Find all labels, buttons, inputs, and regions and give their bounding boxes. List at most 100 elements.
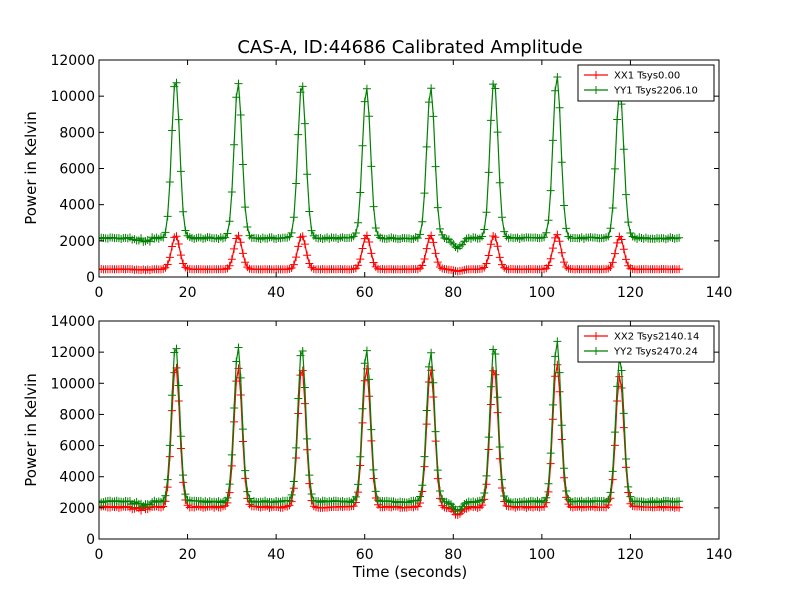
data-point [227, 187, 236, 196]
data-point [553, 337, 562, 346]
data-point [296, 371, 305, 380]
data-point [243, 487, 252, 496]
data-point [548, 136, 557, 145]
data-point [486, 400, 495, 409]
data-point [575, 234, 584, 243]
data-point [367, 425, 376, 434]
data-point [128, 235, 137, 244]
data-point [159, 496, 168, 505]
data-point [608, 467, 617, 476]
data-point [553, 230, 562, 239]
data-point [172, 344, 181, 353]
data-point [606, 263, 615, 272]
data-point [502, 232, 511, 241]
data-point [163, 260, 172, 269]
data-point [486, 116, 495, 125]
y-tick-label: 2000 [59, 501, 95, 517]
data-point [396, 235, 405, 244]
data-point [622, 190, 630, 199]
data-point [557, 435, 566, 444]
data-point [300, 383, 309, 392]
data-point [562, 487, 571, 496]
data-point [495, 443, 504, 452]
data-point [267, 233, 276, 242]
legend-entry: XX1 Tsys0.00 [614, 71, 680, 82]
data-point [544, 261, 553, 270]
data-point [391, 234, 400, 243]
data-point [356, 255, 365, 264]
data-point [626, 492, 635, 501]
x-tick-label: 0 [95, 285, 104, 301]
data-point [163, 483, 172, 492]
data-point [238, 160, 247, 169]
y-tick-label: 4000 [59, 198, 95, 214]
data-point [356, 452, 365, 461]
data-point [232, 93, 241, 102]
data-point [422, 244, 431, 253]
data-point [325, 234, 334, 243]
data-point [431, 427, 440, 436]
data-point [436, 486, 444, 495]
data-point [362, 231, 371, 240]
data-point [482, 471, 491, 480]
data-point [551, 352, 560, 361]
data-point [431, 249, 440, 258]
data-point [608, 203, 617, 212]
data-point [351, 492, 360, 501]
data-point [495, 253, 504, 262]
data-point [236, 373, 245, 382]
data-point [369, 474, 378, 483]
data-point [243, 223, 252, 232]
y-tick-label: 10000 [50, 89, 95, 105]
data-point [356, 188, 365, 197]
y-tick-label: 6000 [59, 162, 95, 178]
top-y-axis-label: Power in Kelvin [22, 111, 40, 225]
data-point [365, 392, 374, 401]
data-point [548, 244, 557, 253]
data-point [564, 232, 573, 241]
data-point [362, 84, 371, 93]
data-point [661, 235, 670, 244]
data-point [232, 357, 241, 366]
data-point [622, 455, 630, 464]
data-point [236, 390, 245, 399]
data-point [484, 433, 493, 442]
y-tick-label: 4000 [59, 470, 95, 486]
data-point [351, 229, 360, 238]
data-point [548, 400, 557, 409]
data-point [495, 178, 504, 187]
data-point [553, 73, 562, 82]
data-point [168, 126, 177, 135]
data-point [365, 237, 374, 246]
data-point [619, 145, 628, 154]
data-point [145, 237, 154, 246]
data-point [586, 497, 595, 506]
data-point [234, 231, 243, 240]
data-point [117, 235, 126, 244]
data-point [416, 230, 425, 239]
data-point [225, 480, 234, 489]
data-point [473, 497, 482, 506]
data-point [546, 186, 555, 195]
data-point [241, 258, 250, 267]
data-point [498, 484, 506, 493]
data-point [493, 393, 502, 402]
chart-title: CAS-A, ID:44686 Calibrated Amplitude [237, 37, 582, 58]
data-point [624, 482, 633, 491]
data-point [230, 244, 239, 253]
data-point [495, 454, 504, 463]
data-point [613, 396, 622, 405]
data-point [227, 461, 236, 470]
data-point [334, 234, 343, 243]
top-panel: 0 20 40 60 80 100 120 140 0 2000 4000 6000 8000 10000… [50, 53, 732, 301]
data-point [480, 489, 489, 498]
data-point [562, 263, 571, 272]
data-point [424, 378, 433, 387]
data-point [427, 84, 436, 93]
data-point [579, 234, 588, 243]
data-point [498, 213, 506, 222]
data-point [515, 235, 524, 244]
data-point [223, 493, 232, 502]
data-point [436, 262, 444, 271]
legend-entry: YY2 Tsys2470.24 [613, 347, 698, 358]
